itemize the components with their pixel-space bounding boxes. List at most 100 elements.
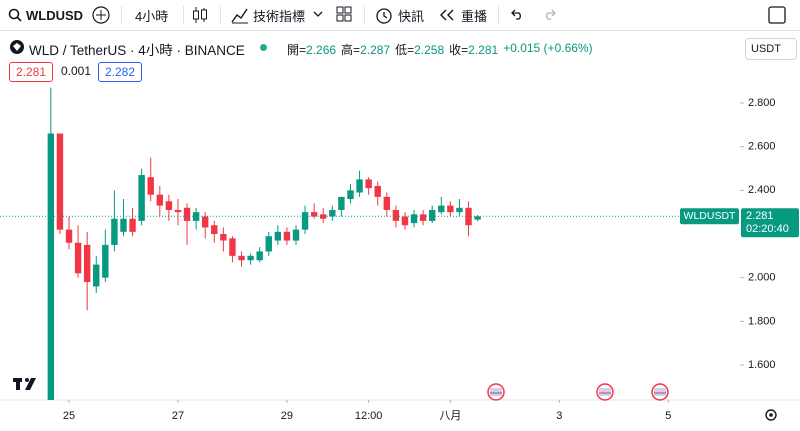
candle-body: [183, 207, 191, 221]
separator: [121, 6, 122, 24]
y-tick-label: 2.400: [748, 184, 776, 196]
coin-icon: [10, 40, 24, 54]
candle-body: [174, 209, 182, 213]
symbol-label: WLDUSDT: [684, 210, 737, 222]
candle-body: [474, 216, 481, 220]
candle-body: [419, 214, 427, 221]
event-flag[interactable]: [596, 383, 614, 401]
candle-body: [356, 179, 363, 193]
candle-body: [283, 231, 291, 241]
y-tick-label: 2.000: [748, 272, 776, 284]
ohlc-value: 2.287: [360, 43, 391, 57]
candle-body: [211, 225, 218, 235]
candle-body: [220, 234, 227, 241]
currency-select[interactable]: USDT: [745, 38, 797, 60]
ask-box[interactable]: 2.282: [98, 62, 143, 82]
ohlc-item: 收=2.281: [449, 41, 498, 58]
candle-body: [138, 175, 145, 221]
candle-body: [447, 205, 454, 213]
candle-body: [383, 196, 390, 210]
event-flag[interactable]: [487, 383, 505, 401]
ohlc-label: 高=: [341, 43, 361, 57]
tv-logo: [13, 378, 36, 390]
x-tick-label: 八月: [439, 410, 461, 422]
candle-body: [192, 212, 200, 221]
separator: [183, 6, 184, 24]
ohlc-value: 2.266: [306, 43, 337, 57]
ohlc-item: 開=2.266: [287, 41, 336, 58]
bid-box[interactable]: 2.281: [9, 62, 54, 82]
candle-body: [347, 190, 354, 200]
y-tick-label: 1.800: [748, 315, 776, 327]
candle-body: [65, 229, 73, 243]
candle-body: [338, 196, 345, 210]
spread: 0.001: [61, 64, 92, 78]
x-tick-label: 3: [556, 410, 562, 422]
layout-icon[interactable]: [336, 6, 352, 22]
candle-body: [247, 255, 254, 261]
candle-body: [256, 251, 263, 261]
chart-type-icon[interactable]: [192, 6, 208, 24]
y-tick-label: 2.600: [748, 141, 776, 153]
candle-body: [47, 133, 55, 400]
alert-icon[interactable]: [375, 6, 393, 24]
search-icon[interactable]: [8, 8, 22, 22]
candle-body: [438, 205, 445, 213]
ohlc-value: 2.281: [468, 43, 499, 57]
ohlc-value: 2.258: [414, 43, 445, 57]
y-tick-label: 2.800: [748, 97, 776, 109]
candle-body: [301, 212, 309, 230]
market-status: [260, 44, 267, 51]
candle-body: [111, 218, 118, 245]
ohlc-label: 開=: [287, 43, 307, 57]
indicators[interactable]: 技術指標: [253, 8, 306, 24]
ohlc-label: 低=: [395, 43, 415, 57]
interval[interactable]: 4小時: [135, 8, 169, 24]
price-label: 2.281: [746, 210, 774, 222]
redo-icon[interactable]: [543, 8, 557, 20]
candle-body: [120, 218, 127, 232]
candle-body: [401, 216, 409, 226]
separator: [220, 6, 221, 24]
candle-body: [428, 209, 436, 221]
ohlc-item: 低=2.258: [395, 41, 444, 58]
dropdown-arrow[interactable]: [313, 10, 323, 18]
x-tick-label: 5: [665, 410, 671, 422]
candle-body: [102, 244, 109, 278]
x-tick-label: 12:00: [355, 410, 383, 422]
price-label-bg: [741, 208, 799, 238]
candle-body: [329, 209, 336, 217]
replay-icon[interactable]: [439, 9, 455, 21]
candle-body: [274, 231, 282, 241]
candle-body: [456, 207, 463, 213]
candle-body: [292, 229, 300, 241]
x-tick-label: 29: [281, 410, 293, 422]
alert[interactable]: 快訊: [398, 8, 425, 24]
candle-body: [156, 194, 164, 206]
plot: [47, 87, 481, 400]
ohlc-label: 收=: [449, 43, 469, 57]
y-tick-label: 1.600: [748, 359, 776, 371]
add-symbol[interactable]: [92, 6, 110, 24]
candle-body: [147, 177, 154, 195]
indicators-icon[interactable]: [231, 6, 249, 24]
symbol[interactable]: WLDUSD: [26, 7, 84, 23]
undo-icon[interactable]: [510, 8, 524, 20]
event-flag[interactable]: [651, 383, 669, 401]
countdown-label: 02:20:40: [746, 223, 789, 235]
replay[interactable]: 重播: [461, 8, 488, 24]
ohlc-item: 高=2.287: [341, 41, 390, 58]
candle-body: [229, 238, 236, 256]
candle-body: [410, 214, 418, 224]
candle-body: [93, 264, 100, 287]
ohlc-legend: 開=2.266 高=2.287 低=2.258 收=2.281 +0.015 (+0.6…: [287, 41, 593, 58]
separator: [498, 6, 499, 24]
settings-icon[interactable]: [765, 409, 777, 421]
candle-body: [83, 244, 91, 283]
candle-body: [238, 255, 245, 261]
fullscreen-icon[interactable]: [768, 6, 786, 24]
candle-body: [202, 216, 209, 228]
x-tick-label: 25: [63, 410, 75, 422]
